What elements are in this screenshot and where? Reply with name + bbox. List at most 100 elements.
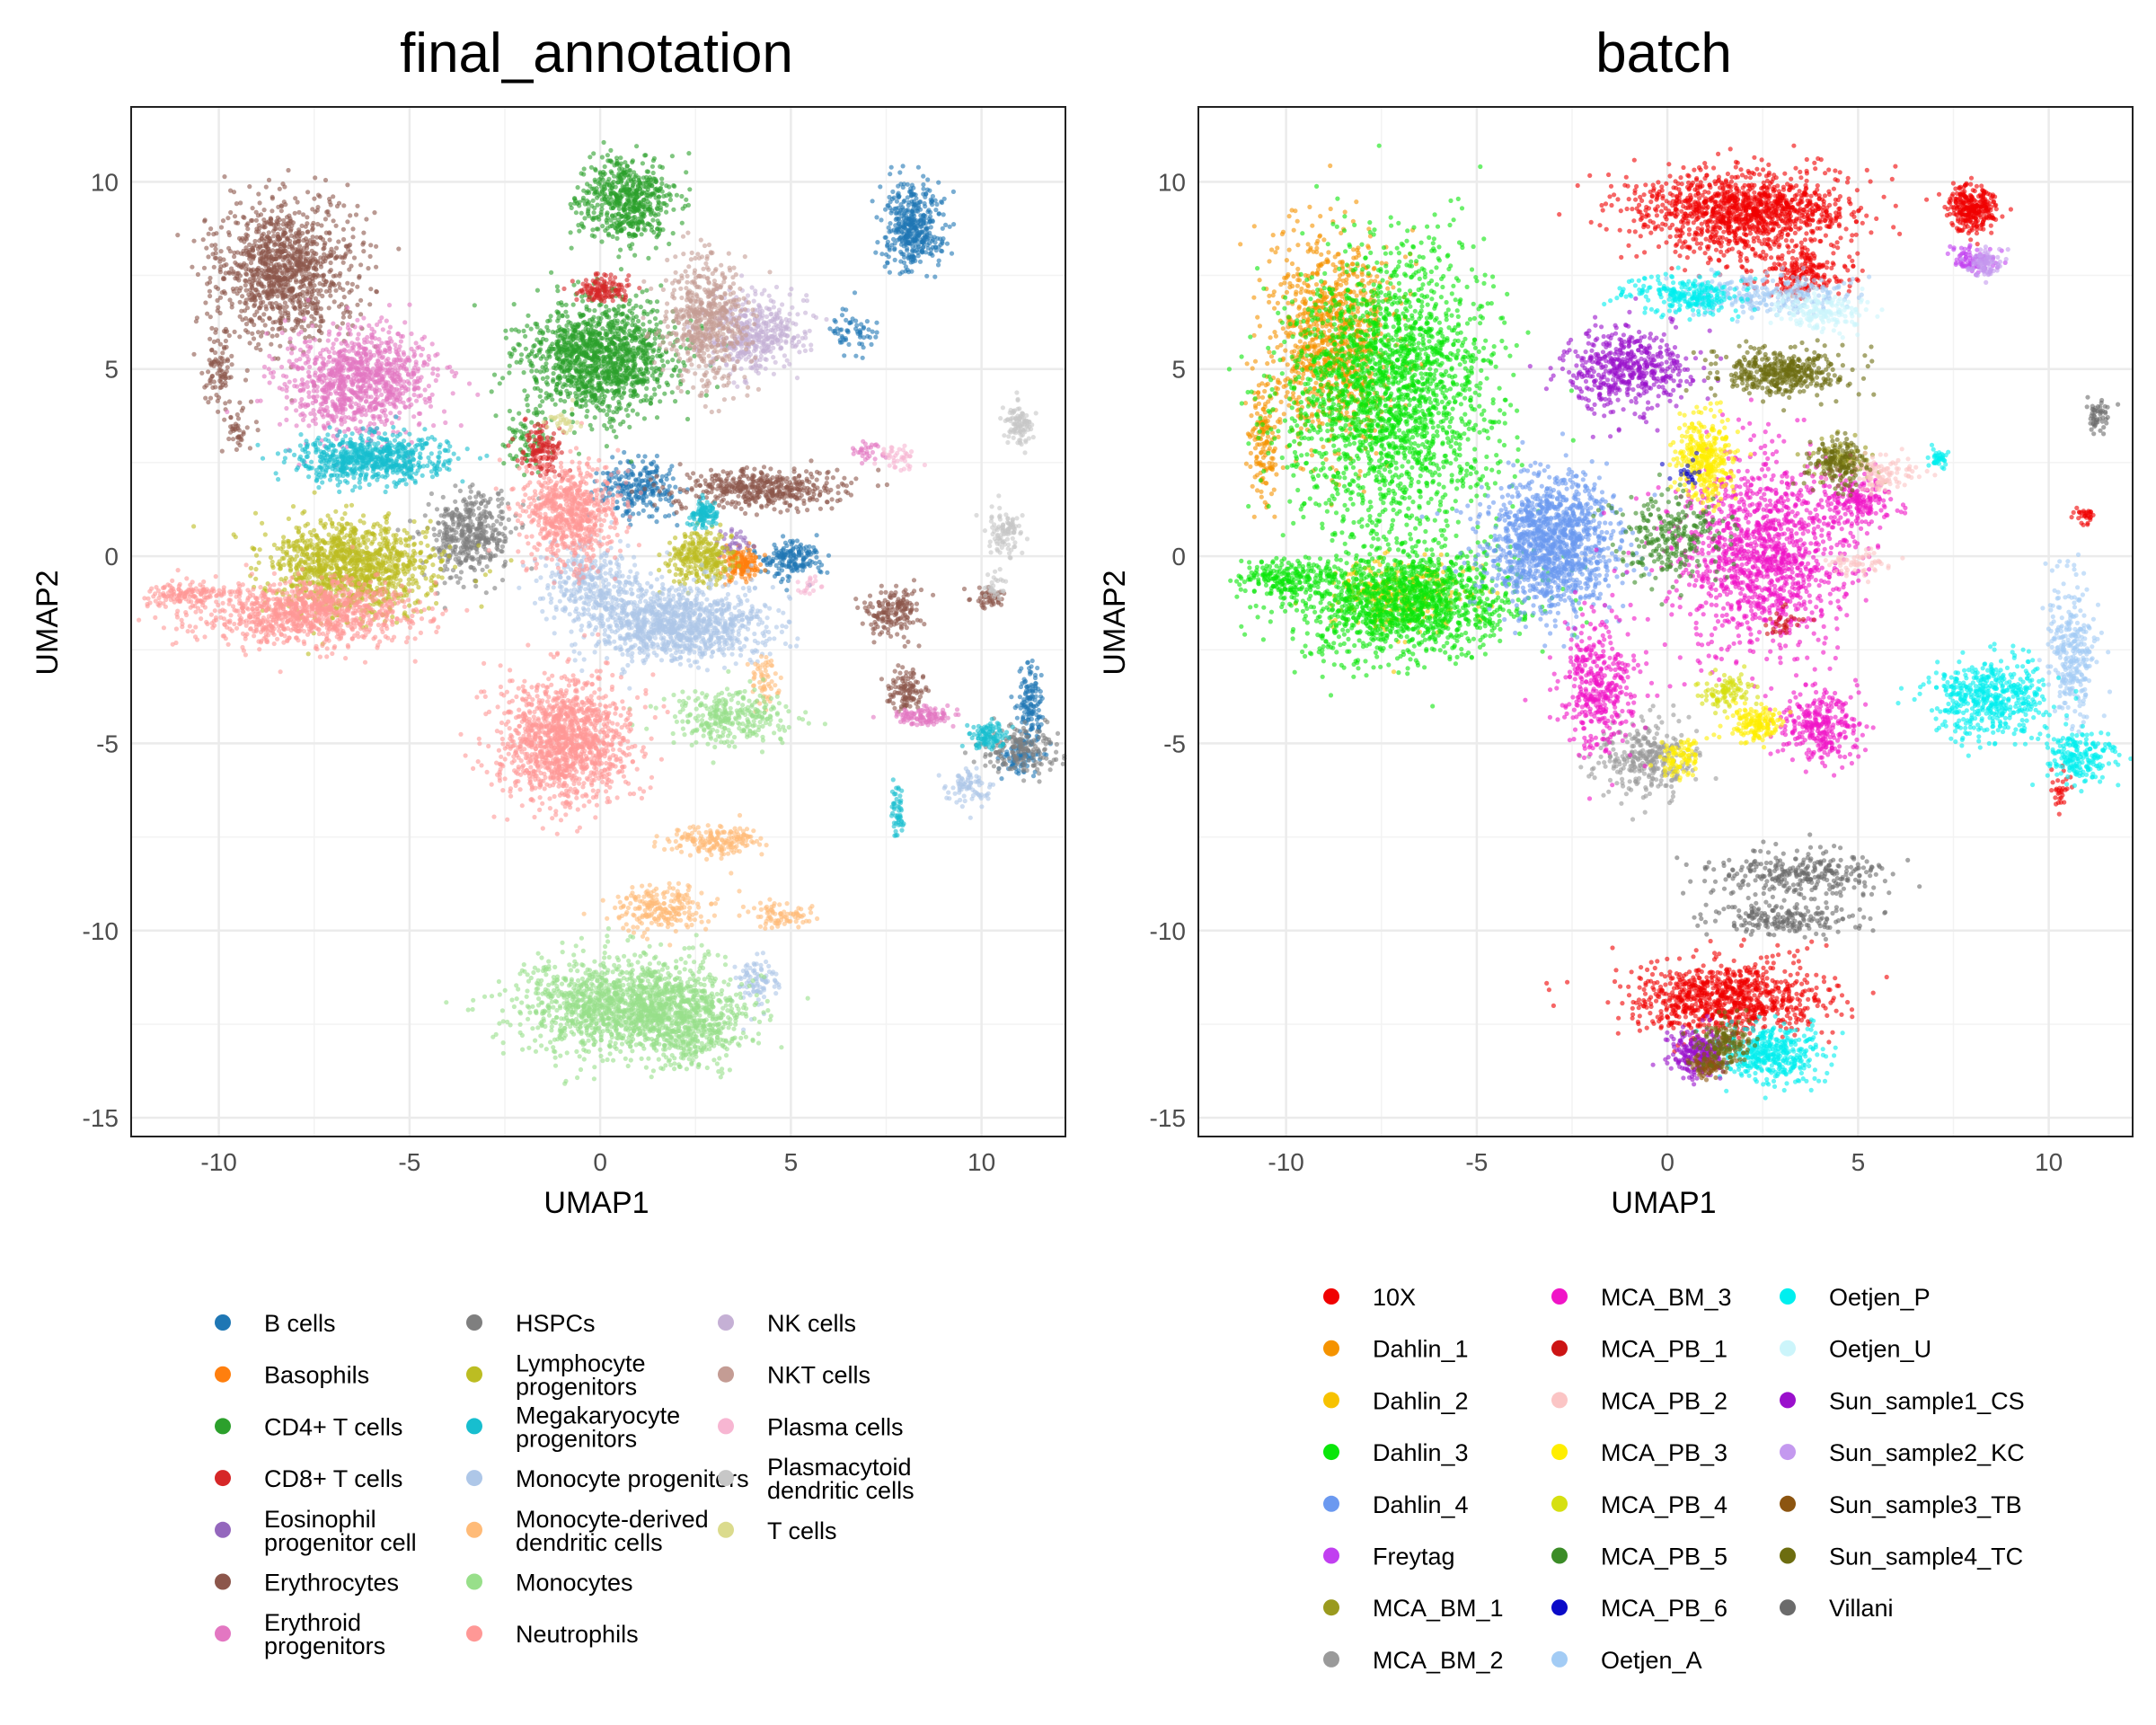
data-point [227, 399, 232, 403]
data-point [785, 508, 790, 512]
data-point [526, 409, 530, 413]
data-point [594, 471, 598, 475]
data-point [323, 178, 328, 182]
data-point [615, 200, 620, 205]
data-point [1019, 685, 1023, 689]
data-point [254, 288, 259, 292]
data-point [934, 248, 939, 252]
data-point [808, 458, 813, 463]
data-point [645, 190, 649, 194]
data-point [327, 231, 331, 235]
data-point [565, 314, 570, 319]
data-point [250, 318, 254, 323]
data-point [636, 477, 641, 482]
data-point [258, 245, 262, 250]
data-point [566, 392, 570, 396]
data-point [604, 273, 608, 278]
data-point [219, 249, 224, 253]
data-point [622, 497, 626, 501]
data-point [910, 208, 915, 212]
data-point [635, 190, 640, 194]
data-point [282, 249, 287, 253]
data-point [622, 385, 626, 390]
data-point [521, 449, 526, 454]
data-point [191, 352, 196, 357]
data-point [638, 369, 642, 374]
data-point [329, 261, 333, 265]
data-point [605, 361, 610, 366]
data-point [236, 416, 241, 420]
data-point [620, 194, 624, 199]
data-point [641, 289, 645, 294]
data-point [623, 344, 628, 349]
data-point [609, 169, 614, 173]
data-point [605, 355, 609, 359]
data-point [250, 218, 254, 223]
data-point [915, 251, 920, 255]
data-point [623, 293, 628, 297]
data-point [922, 237, 926, 242]
data-point [626, 273, 631, 278]
data-point [316, 193, 321, 198]
data-point [815, 498, 819, 502]
data-point [572, 201, 577, 206]
data-point [590, 370, 595, 375]
data-point [634, 196, 639, 200]
data-point [309, 314, 314, 319]
data-point [374, 244, 378, 249]
data-point [350, 226, 355, 231]
data-point [923, 192, 928, 197]
data-point [579, 371, 583, 376]
data-point [315, 208, 320, 213]
data-point [523, 334, 527, 339]
data-point [652, 392, 657, 396]
data-point [261, 274, 265, 279]
data-point [579, 288, 584, 293]
data-point [235, 412, 240, 417]
data-point [593, 167, 597, 172]
data-point [615, 225, 620, 229]
data-point [350, 282, 355, 287]
data-point [581, 339, 586, 343]
data-point [597, 408, 602, 412]
data-point [702, 478, 707, 482]
data-point [626, 403, 631, 408]
data-point [808, 552, 813, 556]
data-point [616, 311, 621, 315]
data-point [655, 380, 659, 385]
data-point [264, 294, 269, 298]
data-point [537, 340, 542, 344]
data-point [367, 302, 372, 306]
data-point [545, 376, 550, 380]
data-point [234, 201, 239, 206]
data-point [653, 316, 658, 321]
data-point [622, 349, 626, 353]
data-point [230, 302, 234, 306]
data-point [825, 571, 829, 575]
data-point [259, 334, 263, 339]
data-point [912, 223, 916, 227]
data-point [251, 206, 255, 210]
data-point [639, 212, 643, 217]
data-point [951, 222, 956, 226]
data-point [627, 168, 632, 172]
data-point [293, 211, 297, 216]
data-point [903, 220, 907, 225]
data-point [658, 497, 663, 501]
data-point [623, 298, 628, 303]
data-point [245, 305, 250, 310]
data-point [1035, 666, 1039, 670]
data-point [261, 217, 266, 222]
data-point [641, 220, 645, 225]
data-point [657, 385, 661, 389]
data-point [305, 264, 310, 269]
data-point [531, 344, 535, 349]
data-point [508, 351, 512, 356]
data-point [299, 284, 304, 288]
data-point [283, 300, 287, 305]
data-point [227, 233, 232, 237]
data-point [1038, 694, 1043, 699]
data-point [569, 384, 573, 388]
data-point [278, 187, 282, 191]
